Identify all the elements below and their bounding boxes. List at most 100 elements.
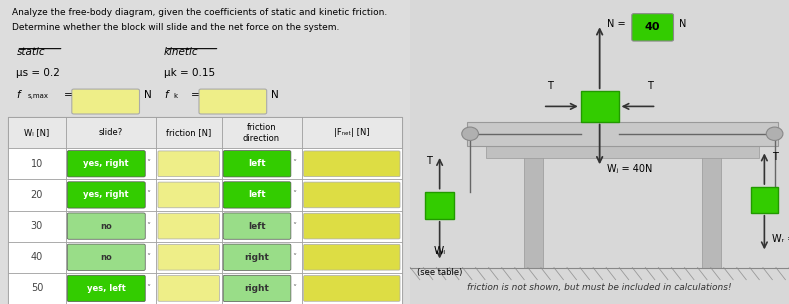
FancyBboxPatch shape [67,213,145,239]
Text: T: T [647,81,653,91]
Bar [581,91,619,122]
Bar [467,122,778,146]
Text: ˅: ˅ [147,159,151,168]
Bar [65,179,156,210]
Text: ˅: ˅ [292,190,297,199]
Text: T: T [772,152,778,161]
Bar [486,146,759,158]
Text: 10: 10 [31,159,43,169]
Text: ˅: ˅ [292,284,297,293]
Text: no: no [100,222,112,231]
Text: yes, left: yes, left [87,284,125,293]
Bar [301,117,402,148]
Text: μk = 0.15: μk = 0.15 [164,68,215,78]
Text: slide?: slide? [99,128,123,137]
Bar [8,179,65,210]
FancyBboxPatch shape [223,182,291,208]
Text: right: right [245,253,270,262]
Bar [301,242,402,273]
Text: 40: 40 [31,252,43,262]
Text: ˅: ˅ [292,159,297,168]
Bar [222,242,301,273]
FancyBboxPatch shape [304,275,400,301]
Bar [301,273,402,304]
Text: Wₗ [N]: Wₗ [N] [24,128,50,137]
FancyBboxPatch shape [72,89,140,114]
FancyBboxPatch shape [158,151,219,177]
Text: ˅: ˅ [147,222,151,231]
Text: friction: friction [247,123,276,132]
Text: direction: direction [243,133,280,143]
Bar [8,148,65,179]
Bar [702,146,721,268]
Bar [156,242,222,273]
FancyBboxPatch shape [67,275,145,302]
Text: static: static [17,47,45,57]
Bar [156,273,222,304]
Bar [156,117,222,148]
Text: friction [N]: friction [N] [166,128,211,137]
FancyBboxPatch shape [304,151,400,177]
Text: yes, right: yes, right [84,159,129,168]
FancyBboxPatch shape [223,151,291,177]
Text: Determine whether the block will slide and the net force on the system.: Determine whether the block will slide a… [13,23,340,32]
Text: ˅: ˅ [147,190,151,199]
FancyBboxPatch shape [67,151,145,177]
Bar [222,148,301,179]
FancyBboxPatch shape [158,182,219,208]
Text: Analyze the free-body diagram, given the coefficients of static and kinetic fric: Analyze the free-body diagram, given the… [13,8,387,17]
Text: (see table): (see table) [417,268,462,277]
Text: kinetic: kinetic [164,47,199,57]
FancyBboxPatch shape [304,244,400,270]
FancyBboxPatch shape [199,89,267,114]
Text: 50: 50 [31,283,43,293]
Bar [8,117,65,148]
FancyBboxPatch shape [158,275,219,301]
Text: right: right [245,284,270,293]
FancyBboxPatch shape [304,213,400,239]
Bar [156,211,222,242]
Bar [301,211,402,242]
Text: left: left [249,222,266,231]
Text: left: left [249,159,266,168]
FancyBboxPatch shape [304,182,400,208]
Text: N: N [144,90,151,100]
Text: N: N [271,90,279,100]
Bar [8,273,65,304]
Text: =: = [64,90,73,100]
Bar [65,242,156,273]
FancyBboxPatch shape [632,14,674,41]
Text: Wₗ: Wₗ [434,246,446,256]
Text: friction is not shown, but must be included in calculations!: friction is not shown, but must be inclu… [467,283,732,292]
FancyBboxPatch shape [223,244,291,271]
Text: |Fₙₑₜ| [N]: |Fₙₑₜ| [N] [334,128,369,137]
FancyBboxPatch shape [158,244,219,270]
FancyBboxPatch shape [67,244,145,271]
Text: N =: N = [608,19,626,29]
Text: =: = [191,90,200,100]
Bar [222,179,301,210]
Bar [156,179,222,210]
Bar [301,148,402,179]
Text: N: N [679,19,686,29]
FancyBboxPatch shape [158,213,219,239]
FancyBboxPatch shape [223,275,291,302]
Text: Wᵣ = 37N: Wᵣ = 37N [772,234,789,244]
Text: k: k [173,93,178,99]
Circle shape [766,127,783,140]
Text: ˅: ˅ [292,222,297,231]
FancyBboxPatch shape [223,213,291,239]
Bar [8,117,402,304]
Bar [65,211,156,242]
Text: ˅: ˅ [147,253,151,262]
Bar [8,211,65,242]
Bar [65,273,156,304]
Text: f: f [164,90,168,100]
Text: no: no [100,253,112,262]
Text: left: left [249,190,266,199]
Text: yes, right: yes, right [84,190,129,199]
Text: f: f [17,90,20,100]
Text: ˅: ˅ [147,284,151,293]
Bar [425,192,454,219]
Circle shape [462,127,478,140]
